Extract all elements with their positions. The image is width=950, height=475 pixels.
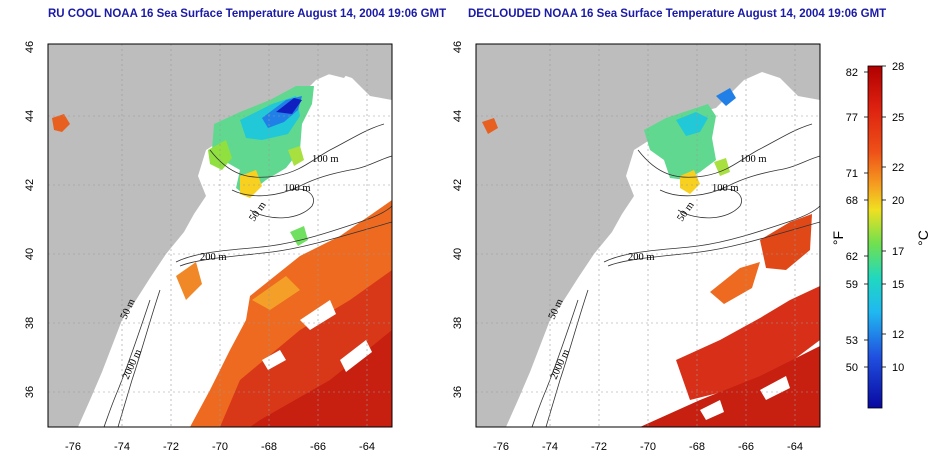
colorbar-c-tick: 22 [892,162,904,174]
cool-water [644,88,736,194]
colorbar-c-tick: 25 [892,112,904,124]
gridlines [48,44,392,427]
isobath-label: 200 m [200,252,227,263]
gridlines [476,44,820,427]
land-mass [476,44,820,427]
x-tick-label: -64 [359,441,375,453]
colorbar: 82 77 71 68 62 59 53 50 28 25 22 20 17 1… [830,61,931,409]
y-tick-label: 42 [452,179,464,191]
colorbar-c-tick: 20 [892,195,904,207]
y-tick-label: 44 [24,110,36,122]
isobath-label: 100 m [740,154,767,165]
y-tick-label: 36 [24,386,36,398]
x-tick-label: -64 [787,441,803,453]
left-map [48,44,392,427]
y-tick-label: 46 [24,41,36,53]
colorbar-f-tick: 71 [846,168,858,180]
x-tick-label: -70 [212,441,228,453]
x-tick-label: -68 [261,441,277,453]
right-panel-title: DECLOUDED NOAA 16 Sea Surface Temperatur… [468,8,887,20]
y-tick-label: 38 [24,317,36,329]
x-tick-label: -76 [65,441,81,453]
y-tick-label: 36 [452,386,464,398]
colorbar-f-tick: 82 [846,67,858,79]
warm-water [176,200,392,427]
colorbar-f-tick: 62 [846,251,858,263]
isobath-label: 100 m [312,154,339,165]
colorbar-c-tick: 10 [892,362,904,374]
colorbar-f-tick: 53 [846,335,858,347]
colorbar-gradient [867,65,883,409]
y-tick-label: 42 [24,179,36,191]
x-tick-label: -74 [542,441,558,453]
colorbar-f-label: °F [830,231,846,245]
colorbar-f-tick: 68 [846,195,858,207]
isobath-label: 100 m [284,183,311,194]
y-tick-label: 38 [452,317,464,329]
isobath-label: 100 m [712,183,739,194]
x-tick-label: -66 [310,441,326,453]
isobaths [531,123,820,427]
right-map [476,44,820,427]
colorbar-f-tick: 59 [846,279,858,291]
x-tick-label: -68 [689,441,705,453]
colorbar-c-label: °C [915,230,931,246]
right-x-axis: -76 -74 -72 -70 -68 -66 -64 [493,441,803,453]
colorbar-c-tick: 15 [892,279,904,291]
right-y-axis: 46 44 42 40 38 36 [452,41,464,398]
x-tick-label: -66 [738,441,754,453]
x-tick-label: -76 [493,441,509,453]
left-x-axis: -76 -74 -72 -70 -68 -66 -64 [65,441,375,453]
y-tick-label: 40 [24,248,36,260]
isobath-label: 200 m [628,252,655,263]
y-tick-label: 40 [452,248,464,260]
y-tick-label: 44 [452,110,464,122]
land-mass [48,44,392,427]
colorbar-f-tick: 50 [846,362,858,374]
colorbar-c-tick: 12 [892,329,904,341]
left-panel-title: RU COOL NOAA 16 Sea Surface Temperature … [48,8,447,20]
left-y-axis: 46 44 42 40 38 36 [24,41,36,398]
x-tick-label: -74 [114,441,130,453]
x-tick-label: -72 [163,441,179,453]
colorbar-c-tick: 17 [892,246,904,258]
y-tick-label: 46 [452,41,464,53]
isobaths [103,123,392,427]
x-tick-label: -70 [640,441,656,453]
colorbar-f-tick: 77 [846,112,858,124]
cool-water [208,86,314,246]
colorbar-c-tick: 28 [892,61,904,73]
x-tick-label: -72 [591,441,607,453]
